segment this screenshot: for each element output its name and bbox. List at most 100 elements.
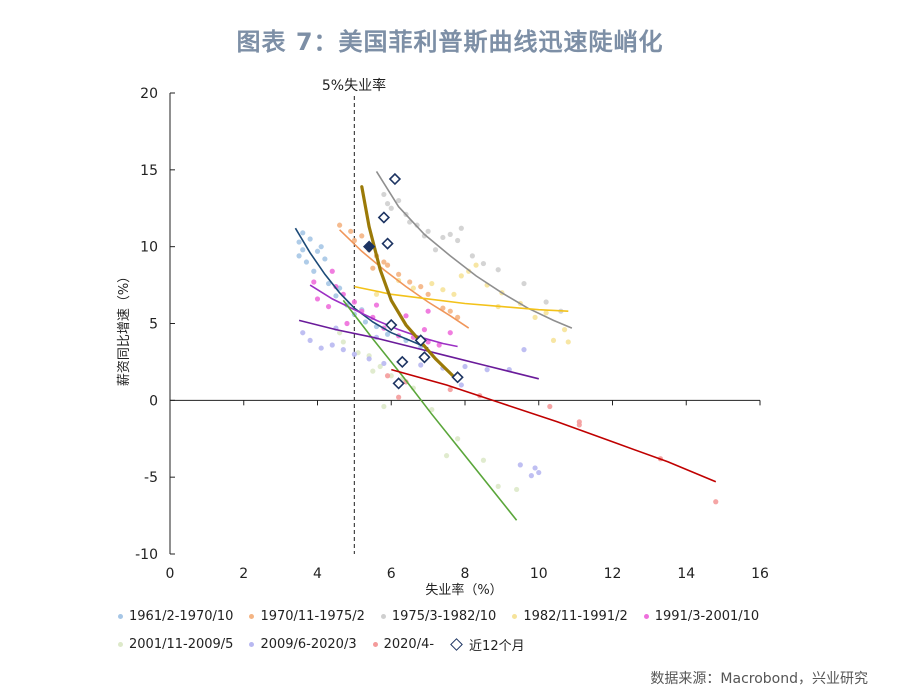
scatter-point (565, 339, 571, 345)
scatter-point (384, 201, 391, 207)
y-tick-label: 5 (149, 317, 158, 333)
scatter-point (425, 228, 431, 234)
scatter-point (418, 284, 424, 290)
x-axis-title: 失业率（%） (425, 582, 502, 598)
x-tick-label: 4 (313, 566, 322, 582)
scatter-point (362, 319, 369, 325)
scatter-point (329, 342, 335, 348)
recent-diamond-point (388, 172, 402, 186)
legend-row: 1961/2-1970/10 1970/11-1975/2 1975/3-198… (118, 602, 798, 630)
trend-line (375, 170, 573, 329)
scatter-point (296, 253, 302, 259)
trend-line (354, 285, 569, 312)
scatter-point (425, 291, 431, 297)
reference-line-label: 5%失业率 (322, 77, 386, 94)
trend-line (342, 299, 518, 521)
scatter-point (532, 465, 538, 471)
scatter-point (384, 331, 391, 337)
scatter-point (311, 268, 317, 274)
scatter-point (447, 386, 453, 393)
trend-line (339, 229, 470, 329)
x-tick-label: 6 (387, 566, 396, 582)
scatter-point (303, 259, 310, 265)
axes: -10 -5 0 5 10 15 20 0 2 4 6 8 10 12 14 16 (135, 86, 769, 582)
scatter-point (447, 330, 453, 336)
scatter-point (329, 268, 335, 274)
scatter-point (325, 280, 332, 287)
scatter-point (421, 327, 428, 333)
legend-label: 近12个月 (469, 638, 525, 654)
scatter-points (296, 191, 719, 505)
scatter-point (447, 308, 453, 314)
scatter-point (314, 296, 321, 302)
scatter-point (340, 339, 346, 345)
scatter-point (384, 262, 391, 268)
recent-diamond-point (392, 377, 405, 390)
recent-trend-line (360, 185, 460, 382)
scatter-point (429, 406, 435, 413)
scatter-point (388, 373, 394, 379)
scatter-point (396, 394, 402, 400)
scatter-point (300, 230, 306, 236)
x-tick-label: 2 (239, 566, 248, 582)
scatter-point (396, 197, 402, 204)
scatter-point (713, 499, 719, 505)
legend-label: 1975/3-1982/10 (391, 608, 497, 624)
recent-diamond-point (451, 371, 464, 384)
scatter-point (432, 247, 439, 253)
legend-label: 2001/11-2009/5 (129, 636, 234, 652)
scatter-point (314, 248, 321, 254)
legend-row: 2001/11-2009/5 2009/6-2020/3 2020/4- 近12… (118, 630, 798, 658)
scatter-point (528, 473, 534, 479)
scatter-point (300, 330, 306, 336)
source-note: 数据来源：Macrobond，兴业研究 (650, 671, 868, 687)
legend-label: 2009/6-2020/3 (260, 636, 357, 652)
scatter-point (425, 339, 431, 345)
scatter-point (373, 302, 380, 308)
scatter-point (307, 337, 313, 344)
scatter-point (521, 280, 527, 287)
legend-label: 1991/3-2001/10 (654, 608, 760, 624)
scatter-point (543, 299, 549, 305)
y-tick-label: -5 (144, 470, 158, 486)
scatter-point (381, 191, 387, 198)
legend-item: 1961/2-1970/10 (118, 609, 233, 624)
legend: 1961/2-1970/10 1970/11-1975/2 1975/3-198… (118, 602, 798, 658)
scatter-point (495, 267, 501, 273)
scatter-point (440, 305, 446, 311)
legend-item: 1982/11-1991/2 (512, 609, 628, 624)
scatter-point (521, 347, 527, 353)
scatter-point (443, 453, 450, 459)
scatter-point (547, 403, 553, 410)
legend-label: 1961/2-1970/10 (129, 608, 234, 624)
scatter-point (351, 351, 357, 357)
scatter-point (514, 486, 520, 493)
legend-marker (118, 613, 123, 619)
diamond-icon (450, 637, 463, 651)
scatter-point (458, 273, 464, 279)
scatter-point (440, 287, 446, 293)
recent-diamond-point (414, 334, 427, 347)
scatter-point (425, 308, 431, 314)
scatter-point (451, 291, 457, 297)
scatter-point (366, 356, 372, 362)
x-tick-label: 14 (677, 566, 695, 582)
scatter-point (381, 259, 387, 265)
scatter-point (403, 313, 409, 319)
x-tick-label: 12 (604, 566, 622, 582)
scatter-point (455, 436, 461, 442)
scatter-point (536, 469, 542, 476)
recent-diamond-point (362, 240, 376, 253)
scatter-point (348, 228, 354, 234)
scatter-point (414, 222, 420, 228)
scatter-point (333, 293, 339, 299)
chart-title: 图表 7：美国菲利普斯曲线迅速陡峭化 (236, 28, 664, 56)
legend-item: 1970/11-1975/2 (249, 609, 365, 624)
scatter-point (458, 382, 464, 388)
trend-line (391, 368, 717, 483)
scatter-point (318, 244, 324, 250)
legend-marker (512, 613, 518, 619)
scatter-point (370, 368, 376, 374)
y-tick-label: 0 (149, 393, 158, 409)
